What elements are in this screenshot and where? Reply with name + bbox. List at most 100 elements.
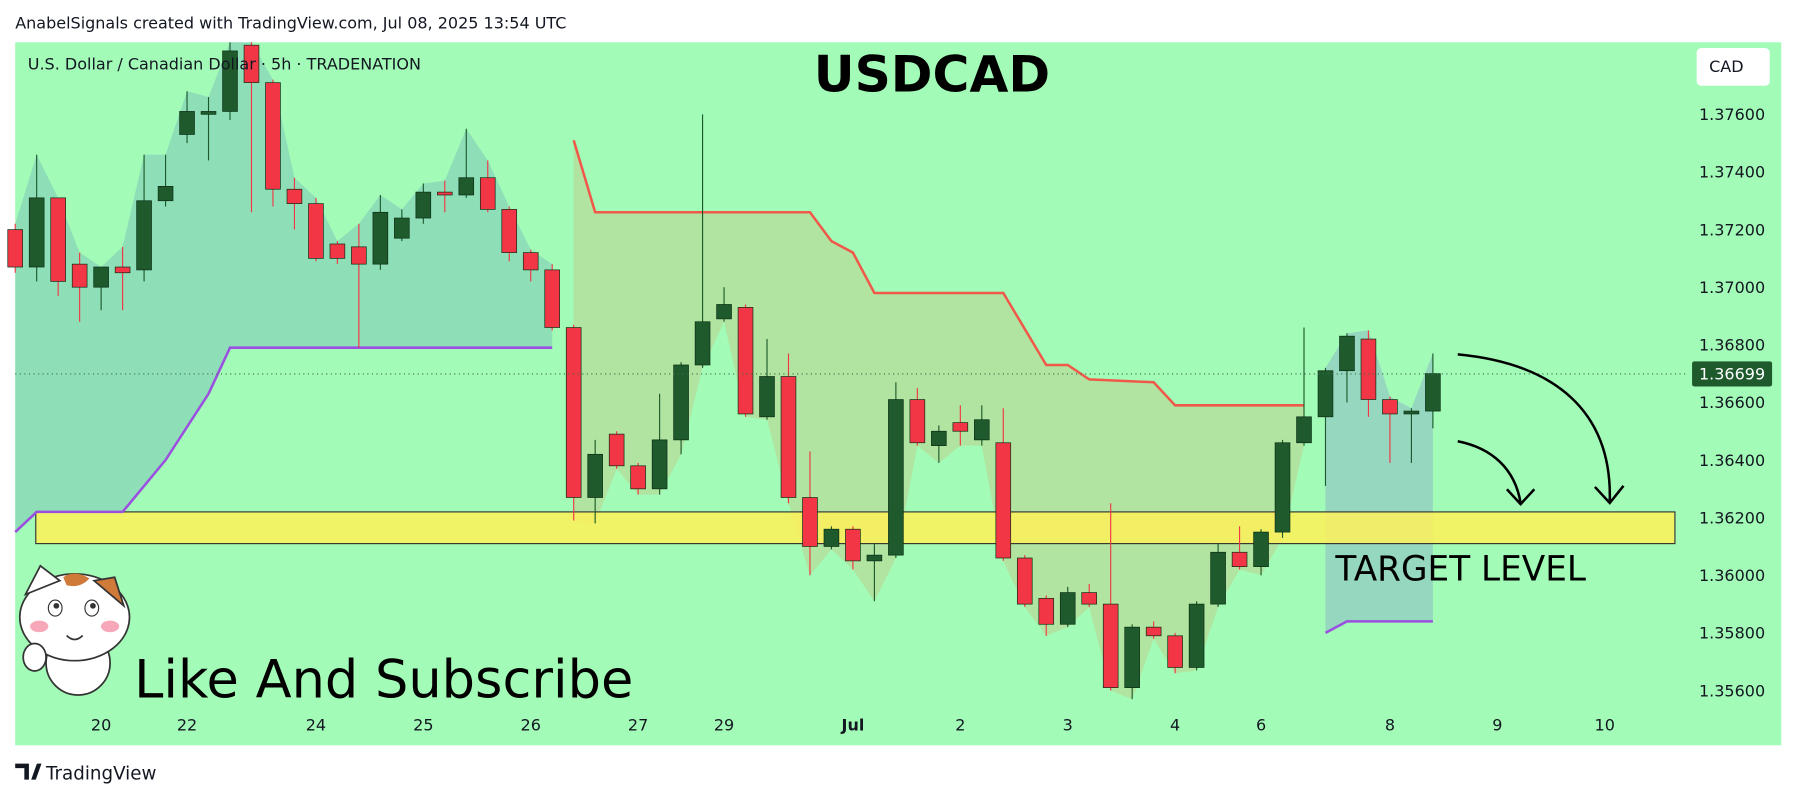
candle-body: [200, 111, 217, 115]
x-tick-label: 25: [413, 715, 433, 734]
candle-body: [909, 399, 926, 444]
y-tick-label: 1.37600: [1699, 105, 1765, 124]
candle-body: [608, 433, 625, 467]
band-line: [1324, 620, 1433, 635]
candle-body: [759, 376, 775, 418]
cat-sticker: [18, 564, 131, 696]
candle-body: [479, 177, 496, 210]
candle-body: [952, 422, 969, 432]
candle-body: [866, 554, 883, 562]
x-tick-label: 3: [1063, 715, 1073, 734]
candle-body: [1038, 597, 1055, 625]
arrowhead: [1593, 485, 1625, 505]
candle-body: [802, 497, 818, 547]
annotation: Like And Subscribe: [134, 649, 633, 710]
candle-body: [1167, 635, 1183, 668]
candle-body: [780, 376, 797, 498]
last-price-box: [1692, 361, 1773, 387]
candle-body: [157, 186, 174, 202]
candle-body: [651, 439, 668, 490]
currency-label[interactable]: CAD: [1709, 57, 1743, 76]
x-tick-label: Jul: [841, 715, 865, 734]
x-tick-label: 20: [91, 715, 111, 734]
x-tick-label: 29: [714, 715, 734, 734]
candle-body: [995, 442, 1012, 559]
candle-body: [265, 82, 281, 190]
y-tick-label: 1.35600: [1699, 681, 1765, 700]
x-tick-label: 4: [1170, 715, 1180, 734]
x-tick-label: 2: [955, 715, 965, 734]
x-tick-label: 8: [1385, 715, 1395, 734]
y-tick-label: 1.36800: [1699, 336, 1765, 355]
candle-body: [1253, 531, 1269, 567]
candle-body: [1016, 557, 1033, 605]
symbol-label: U.S. Dollar / Canadian Dollar · 5h · TRA…: [28, 55, 421, 74]
x-tick-label: 10: [1595, 715, 1615, 734]
candle-body: [565, 327, 582, 498]
candle-body: [286, 188, 303, 204]
candle-body: [1124, 626, 1140, 688]
candle-body: [308, 203, 324, 259]
candle-body: [351, 246, 367, 265]
band-fill: [15, 42, 553, 533]
candle-body: [28, 197, 45, 268]
y-tick-label: 1.37400: [1699, 163, 1765, 182]
candle-body: [587, 453, 603, 498]
candle-body: [437, 191, 453, 196]
x-tick-label: 27: [628, 715, 648, 734]
candle-body: [673, 364, 689, 441]
band-line: [14, 346, 553, 533]
candle-body: [1317, 370, 1334, 418]
chart-title: USDCAD: [814, 44, 1050, 103]
candle-body: [931, 430, 947, 446]
candle-body: [888, 399, 904, 556]
header: AnabelSignals created with TradingView.c…: [15, 14, 566, 33]
band-fill: [573, 140, 1305, 700]
candle-body: [329, 243, 346, 259]
candle-body: [1360, 338, 1377, 400]
candle-body: [1403, 410, 1420, 415]
candle-body: [716, 304, 732, 320]
candle-body: [1059, 592, 1076, 625]
arrow: [1457, 439, 1522, 504]
candle-body: [1231, 551, 1248, 567]
candle-body: [1425, 373, 1441, 412]
candle-body: [544, 269, 560, 328]
y-tick-label: 1.37000: [1699, 278, 1765, 297]
candle-body: [136, 200, 152, 271]
candle-body: [71, 263, 88, 288]
candle-body: [1339, 335, 1355, 372]
candle-body: [1081, 592, 1097, 605]
annotation: TARGET LEVEL: [1334, 550, 1586, 590]
candle-body: [458, 177, 475, 196]
logo: [15, 763, 42, 780]
candle-body: [823, 528, 840, 547]
candle-body: [974, 419, 990, 441]
arrowhead: [1505, 488, 1536, 506]
candle-body: [522, 252, 539, 271]
candle-body: [243, 44, 260, 83]
candle-body: [179, 111, 195, 135]
y-tick-label: 1.37200: [1699, 220, 1765, 239]
arrow: [1457, 353, 1612, 501]
candle-body: [222, 50, 238, 112]
candle-body: [1145, 626, 1162, 637]
currency-box[interactable]: [1696, 48, 1770, 86]
candle-body: [1382, 399, 1398, 415]
y-tick-label: 1.36000: [1699, 566, 1765, 585]
chart-background: [15, 42, 1782, 746]
candle-body: [1102, 603, 1119, 688]
footer: TradingView: [45, 764, 156, 785]
band-line: [572, 139, 1305, 407]
candle-body: [737, 307, 754, 415]
last-price-label: 1.36699: [1699, 365, 1765, 384]
x-tick-label: 24: [306, 715, 326, 734]
candle-body: [1188, 603, 1205, 668]
x-tick-label: 6: [1256, 715, 1266, 734]
x-tick-label: 26: [521, 715, 541, 734]
y-tick-label: 1.36600: [1699, 393, 1765, 412]
x-tick-label: 22: [177, 715, 197, 734]
x-tick-label: 9: [1492, 715, 1502, 734]
band-fill: [1325, 330, 1433, 633]
